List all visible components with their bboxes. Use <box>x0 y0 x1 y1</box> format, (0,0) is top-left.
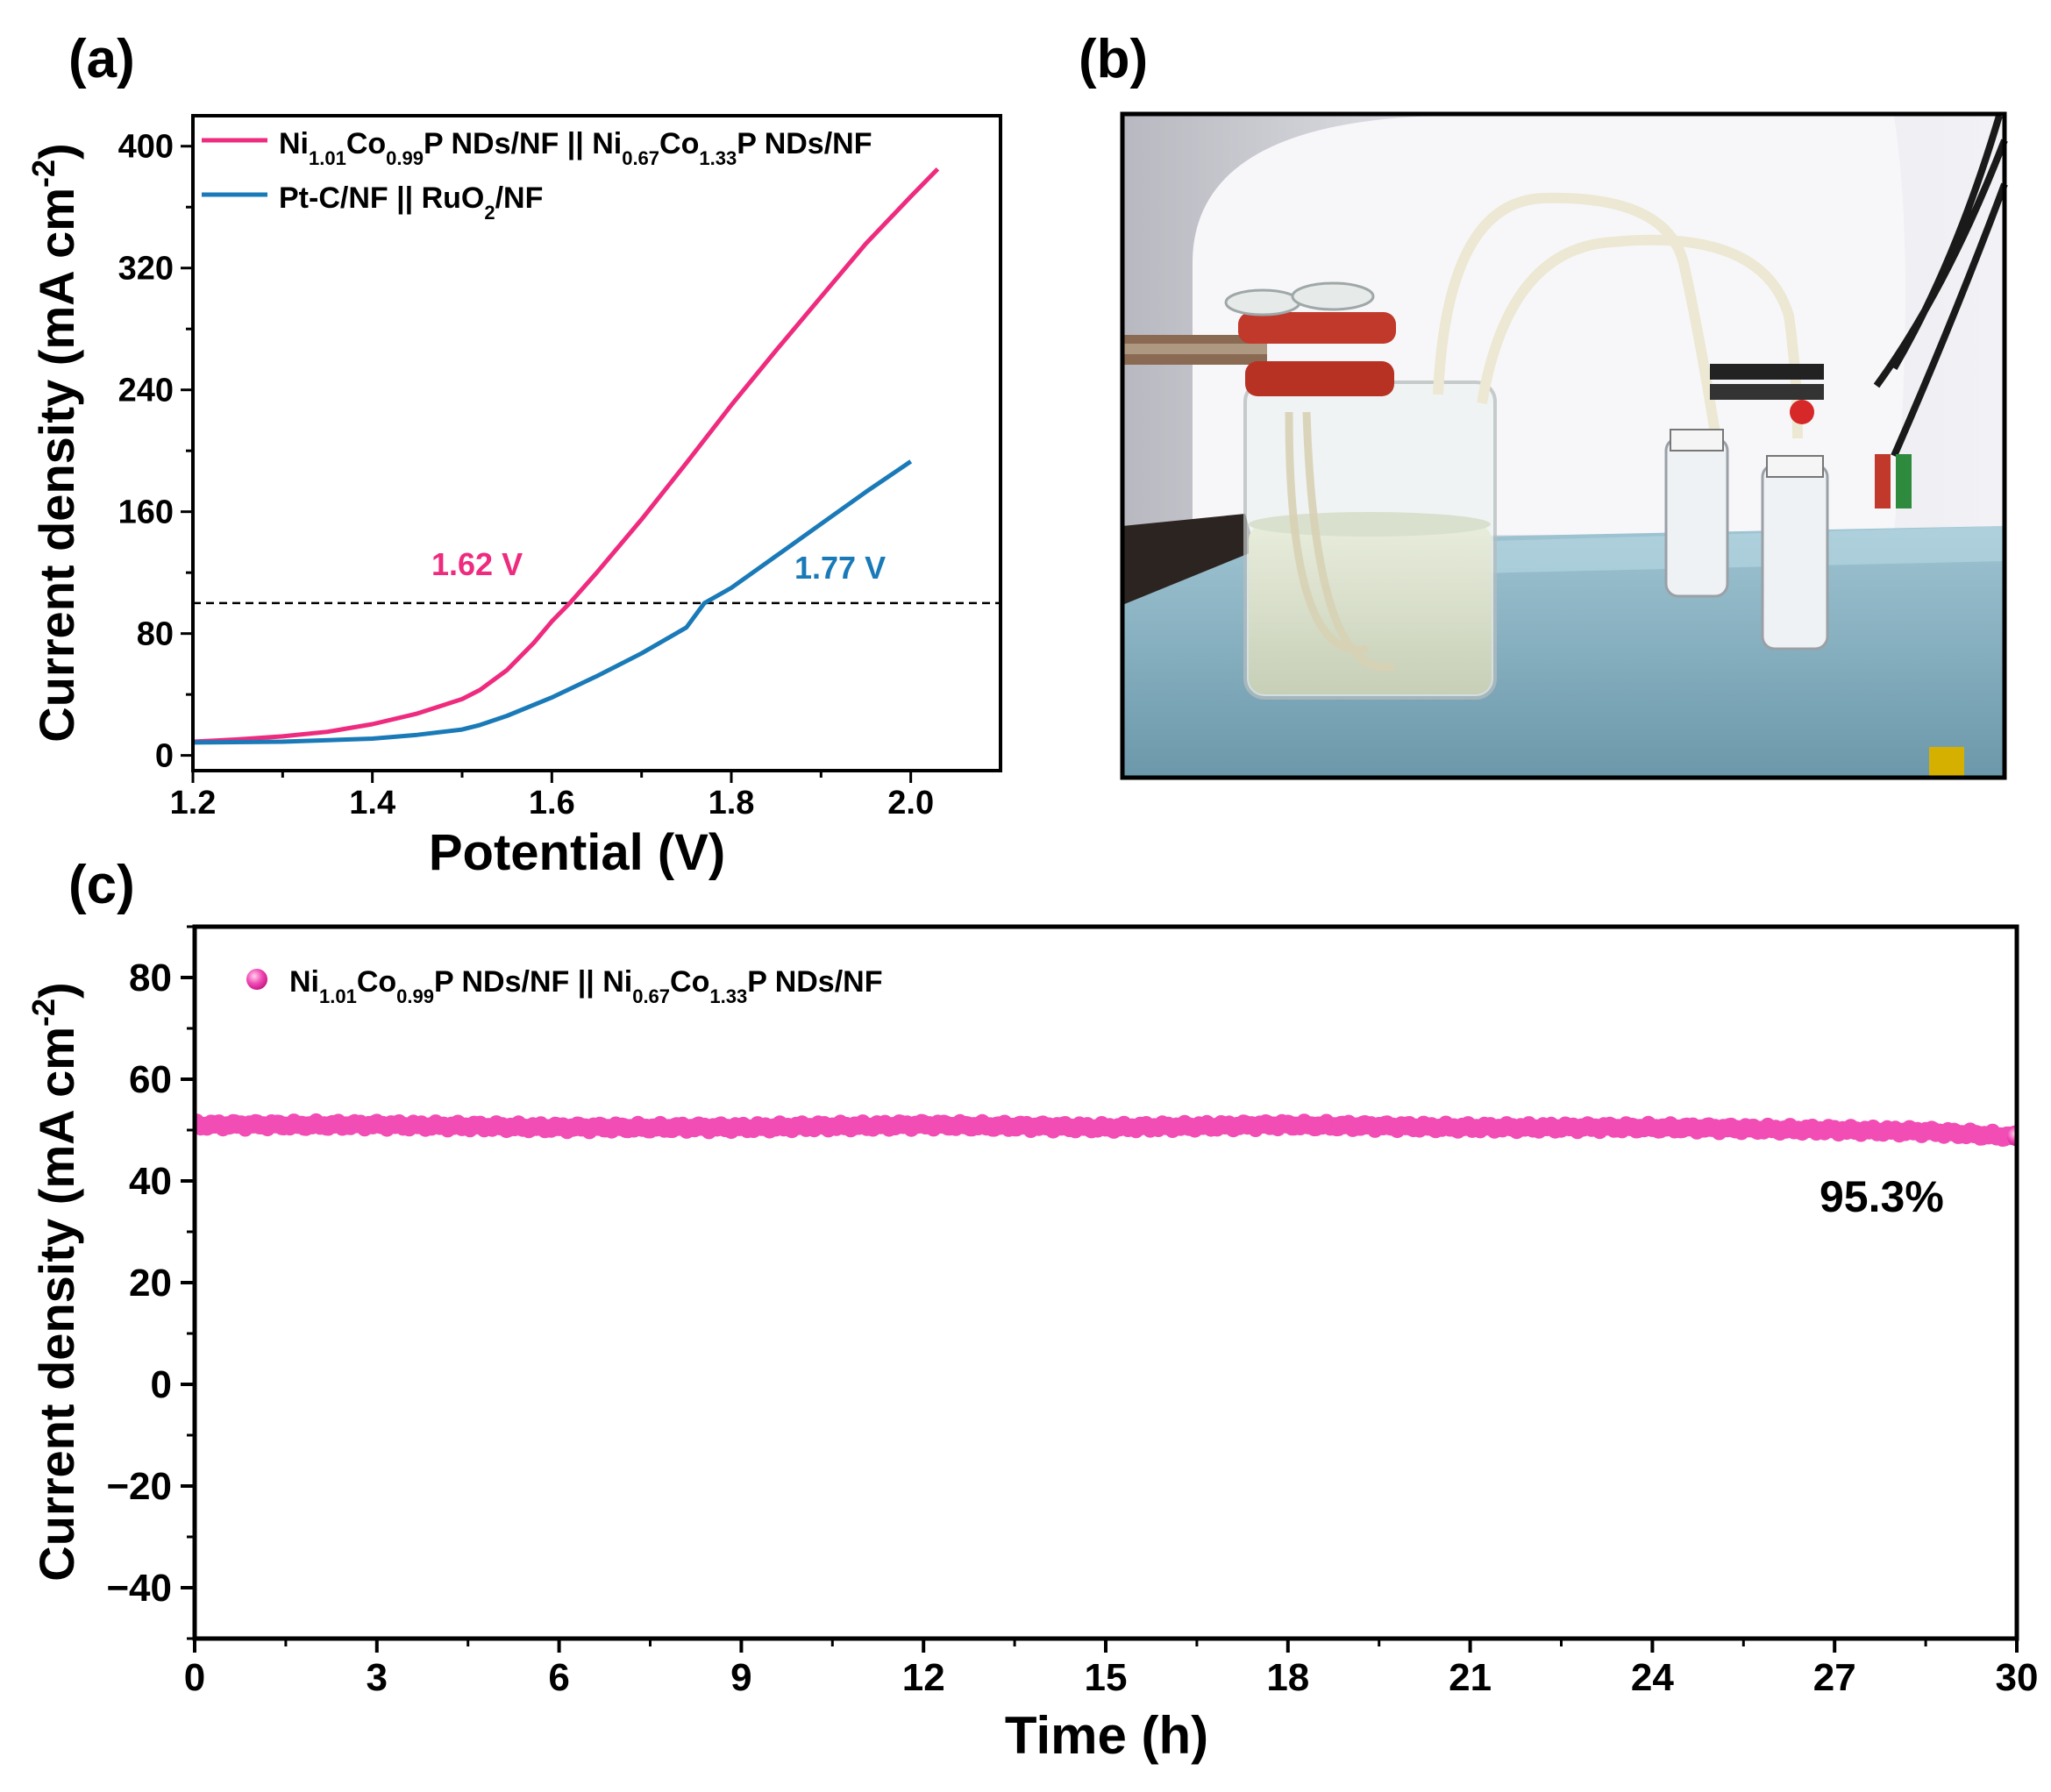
panel-label-c: (c) <box>68 855 135 915</box>
chart-c-xtick-label: 6 <box>548 1656 569 1699</box>
chart-c-ticks <box>181 925 2019 1653</box>
chart-a-ytick-label: 400 <box>118 129 174 166</box>
chart-a-frame <box>191 114 1002 772</box>
chart-a-ytick-label: 80 <box>137 616 174 653</box>
chart-a-ytick-label: 320 <box>118 251 174 288</box>
chart-c-ylabel: Current density (mA cm-2) <box>25 982 84 1581</box>
chart-c-xtick-label: 0 <box>184 1656 205 1699</box>
chart-c-series <box>195 1113 2017 1147</box>
chart-a-legend: Ni1.01Co0.99P NDs/NF || Ni0.67Co1.33P ND… <box>202 127 872 224</box>
chart-c-point-last <box>2007 1127 2017 1147</box>
chart-a-xtick-label: 1.8 <box>709 785 755 821</box>
chart-a-series-line-1 <box>193 459 913 745</box>
chart-a-xtick-label: 1.2 <box>170 785 217 821</box>
annotation-retention: 95.3% <box>1820 1172 1944 1221</box>
chart-a-xtick-label: 2.0 <box>887 785 934 821</box>
chart-c-ytick-label: 40 <box>129 1160 172 1203</box>
chart-c-frame <box>192 924 2019 1641</box>
chart-a: 1.2 1.4 1.6 1.8 2.0 0 80 160 240 320 400 Potential… <box>25 114 1002 881</box>
chart-a-ticks <box>181 145 913 783</box>
chart-a-ytick-label: 0 <box>155 738 174 775</box>
chart-c-xtick-label: 12 <box>902 1656 945 1699</box>
chart-a-tick-labels: 1.2 1.4 1.6 1.8 2.0 0 80 160 240 320 400 <box>118 129 934 821</box>
chart-a-series-line-0 <box>193 167 940 744</box>
photo-electrolysis-setup <box>1120 111 2008 780</box>
panel-label-a: (a) <box>68 29 135 89</box>
chart-c-xtick-label: 21 <box>1449 1656 1492 1699</box>
chart-a-xtick-label: 1.4 <box>349 785 395 821</box>
chart-c-ytick-label: 80 <box>129 956 172 999</box>
chart-c-ytick-label: 20 <box>129 1262 172 1305</box>
chart-c-xtick-label: 27 <box>1813 1656 1856 1699</box>
chart-c: 0 3 6 9 12 15 18 21 24 27 30 −40 −20 0 20 40 60 80 Time (… <box>25 924 2038 1765</box>
chart-c-xtick-label: 24 <box>1631 1656 1674 1699</box>
photo-frame <box>1120 111 2007 780</box>
chart-a-xtick-label: 1.6 <box>529 785 575 821</box>
chart-c-ytick-label: −40 <box>106 1567 172 1610</box>
annotation-1-62v: 1.62 V <box>431 546 523 582</box>
chart-c-xtick-label: 9 <box>730 1656 751 1699</box>
chart-c-tick-labels: 0 3 6 9 12 15 18 21 24 27 30 −40 −20 0 20 40 60 80 <box>106 956 2038 1699</box>
chart-c-ytick-label: 60 <box>129 1058 172 1101</box>
chart-c-xtick-label: 30 <box>1996 1656 2039 1699</box>
legend-label-ni-co-p-stability: Ni1.01Co0.99P NDs/NF || Ni0.67Co1.33P ND… <box>289 965 882 1007</box>
legend-marker-pink <box>246 969 267 990</box>
chart-c-xtick-label: 15 <box>1085 1656 1128 1699</box>
chart-c-ytick-label: 0 <box>151 1363 172 1406</box>
chart-c-xlabel: Time (h) <box>1005 1706 1208 1765</box>
chart-a-xlabel: Potential (V) <box>429 824 725 881</box>
chart-a-series <box>193 167 940 745</box>
chart-a-ylabel: Current density (mA cm-2) <box>25 143 84 742</box>
chart-c-ytick-label: −20 <box>106 1465 172 1508</box>
chart-c-legend: Ni1.01Co0.99P NDs/NF || Ni0.67Co1.33P ND… <box>246 965 882 1007</box>
legend-label-ni-co-p: Ni1.01Co0.99P NDs/NF || Ni0.67Co1.33P ND… <box>279 127 872 169</box>
chart-c-xtick-label: 3 <box>367 1656 388 1699</box>
chart-a-ytick-label: 160 <box>118 494 174 531</box>
annotation-1-77v: 1.77 V <box>794 550 886 586</box>
chart-c-xtick-label: 18 <box>1266 1656 1309 1699</box>
legend-label-pt-ruo2: Pt-C/NF || RuO2/NF <box>279 181 543 224</box>
chart-a-ytick-label: 240 <box>118 373 174 409</box>
panel-label-b: (b) <box>1079 29 1148 89</box>
